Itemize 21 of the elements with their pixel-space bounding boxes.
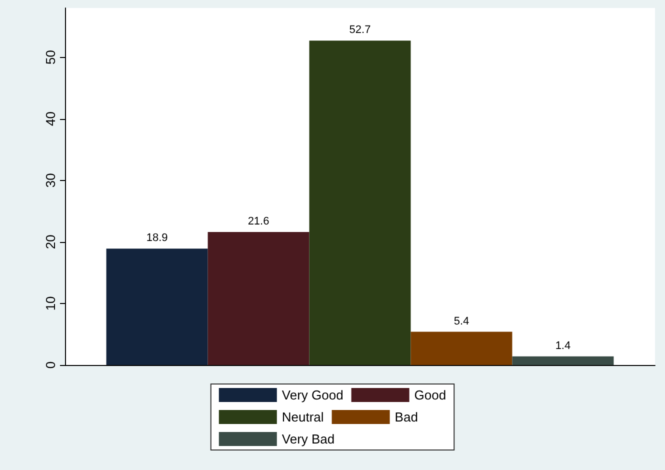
legend-label: Bad (394, 410, 418, 424)
bar (512, 356, 614, 365)
y-tick-label: 10 (43, 296, 58, 311)
legend-label: Good (414, 388, 446, 402)
legend-label: Very Good (282, 388, 344, 402)
y-tick-label: 30 (43, 173, 58, 188)
y-tick-label: 20 (43, 234, 58, 250)
bar (410, 332, 512, 365)
data-label: 21.6 (248, 216, 270, 228)
y-tick-label: 0 (43, 361, 58, 369)
data-label: 52.7 (349, 24, 371, 36)
data-label: 1.4 (555, 340, 571, 352)
legend-label: Neutral (282, 410, 324, 424)
bar (309, 40, 411, 365)
bar (106, 248, 208, 365)
data-label: 18.9 (146, 232, 168, 244)
y-tick-label: 40 (43, 112, 58, 126)
bar (208, 232, 310, 365)
data-label: 5.4 (454, 315, 470, 328)
legend-label: Very Bad (282, 432, 335, 446)
y-tick-label: 50 (43, 50, 58, 64)
